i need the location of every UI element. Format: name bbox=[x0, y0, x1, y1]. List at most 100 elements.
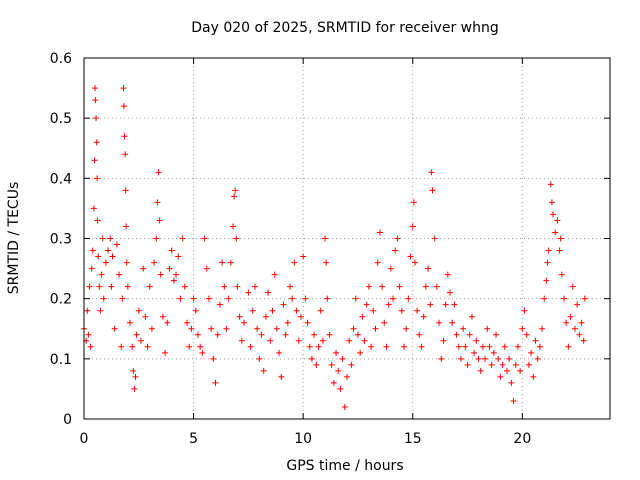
data-point bbox=[532, 337, 539, 344]
data-point bbox=[188, 325, 195, 332]
data-point bbox=[133, 331, 140, 338]
data-point bbox=[503, 367, 510, 374]
data-point bbox=[368, 343, 375, 350]
data-point bbox=[455, 343, 462, 350]
data-point bbox=[543, 277, 550, 284]
data-point bbox=[422, 283, 429, 290]
data-point bbox=[457, 355, 464, 362]
data-point bbox=[379, 283, 386, 290]
data-point bbox=[473, 337, 480, 344]
data-point bbox=[280, 301, 287, 308]
grid-lines bbox=[84, 58, 610, 419]
data-point bbox=[251, 283, 258, 290]
data-point bbox=[420, 313, 427, 320]
data-point bbox=[265, 289, 272, 296]
data-point bbox=[536, 343, 543, 350]
data-point bbox=[319, 337, 326, 344]
data-point bbox=[130, 367, 137, 374]
data-point bbox=[523, 331, 530, 338]
data-point bbox=[86, 283, 93, 290]
x-tick-label: 0 bbox=[80, 431, 89, 447]
data-point bbox=[477, 367, 484, 374]
data-point bbox=[407, 253, 414, 260]
data-point bbox=[90, 205, 97, 212]
data-point bbox=[381, 319, 388, 326]
data-point bbox=[370, 307, 377, 314]
data-point bbox=[120, 85, 127, 92]
data-point bbox=[409, 223, 416, 230]
data-point bbox=[418, 343, 425, 350]
data-point bbox=[352, 295, 359, 302]
data-point bbox=[416, 331, 423, 338]
data-point bbox=[499, 361, 506, 368]
data-point bbox=[453, 331, 460, 338]
data-point bbox=[547, 181, 554, 188]
data-point bbox=[164, 319, 171, 326]
data-point bbox=[556, 247, 563, 254]
data-point bbox=[129, 343, 136, 350]
data-point bbox=[216, 301, 223, 308]
data-point bbox=[569, 283, 576, 290]
data-point bbox=[528, 349, 535, 356]
data-point bbox=[534, 355, 541, 362]
y-tick-labels: 0 0.1 0.2 0.3 0.4 0.5 0.6 bbox=[50, 51, 72, 428]
data-point bbox=[249, 307, 256, 314]
data-point bbox=[111, 325, 118, 332]
data-point bbox=[512, 361, 519, 368]
data-point bbox=[359, 313, 366, 320]
data-point bbox=[548, 199, 555, 206]
data-point bbox=[105, 247, 112, 254]
data-point bbox=[190, 295, 197, 302]
data-point bbox=[425, 265, 432, 272]
data-point bbox=[99, 235, 106, 242]
data-point bbox=[124, 283, 131, 290]
data-point bbox=[144, 343, 151, 350]
data-point bbox=[429, 187, 436, 194]
data-point bbox=[363, 301, 370, 308]
data-point bbox=[390, 295, 397, 302]
data-point bbox=[580, 337, 587, 344]
data-point bbox=[227, 259, 234, 266]
data-point bbox=[313, 361, 320, 368]
data-point bbox=[240, 319, 247, 326]
data-point bbox=[108, 283, 115, 290]
x-tick-label: 5 bbox=[189, 431, 198, 447]
data-point bbox=[348, 361, 355, 368]
data-point bbox=[486, 343, 493, 350]
data-point bbox=[93, 139, 100, 146]
data-point bbox=[433, 283, 440, 290]
data-point bbox=[468, 313, 475, 320]
data-point bbox=[107, 235, 114, 242]
data-point bbox=[565, 343, 572, 350]
data-point bbox=[484, 325, 491, 332]
data-point bbox=[495, 355, 502, 362]
data-point bbox=[93, 115, 100, 122]
data-point bbox=[119, 295, 126, 302]
data-point bbox=[234, 283, 241, 290]
data-point bbox=[479, 343, 486, 350]
y-tick-label: 0 bbox=[63, 412, 72, 428]
data-point bbox=[304, 319, 311, 326]
data-point bbox=[411, 259, 418, 266]
data-point bbox=[482, 355, 489, 362]
data-point bbox=[271, 271, 278, 278]
data-point bbox=[508, 379, 515, 386]
data-point bbox=[179, 235, 186, 242]
data-point bbox=[541, 295, 548, 302]
x-tick-label: 20 bbox=[513, 431, 531, 447]
data-point bbox=[293, 307, 300, 314]
data-point bbox=[350, 325, 357, 332]
data-point bbox=[96, 283, 103, 290]
x-tick-label: 10 bbox=[294, 431, 312, 447]
data-point bbox=[300, 253, 307, 260]
data-point bbox=[153, 235, 160, 242]
data-point bbox=[236, 313, 243, 320]
data-point bbox=[184, 319, 191, 326]
data-point bbox=[466, 331, 473, 338]
data-points bbox=[81, 85, 588, 410]
data-point bbox=[98, 271, 105, 278]
data-point bbox=[260, 367, 267, 374]
data-point bbox=[438, 355, 445, 362]
data-point bbox=[525, 361, 532, 368]
data-point bbox=[571, 325, 578, 332]
